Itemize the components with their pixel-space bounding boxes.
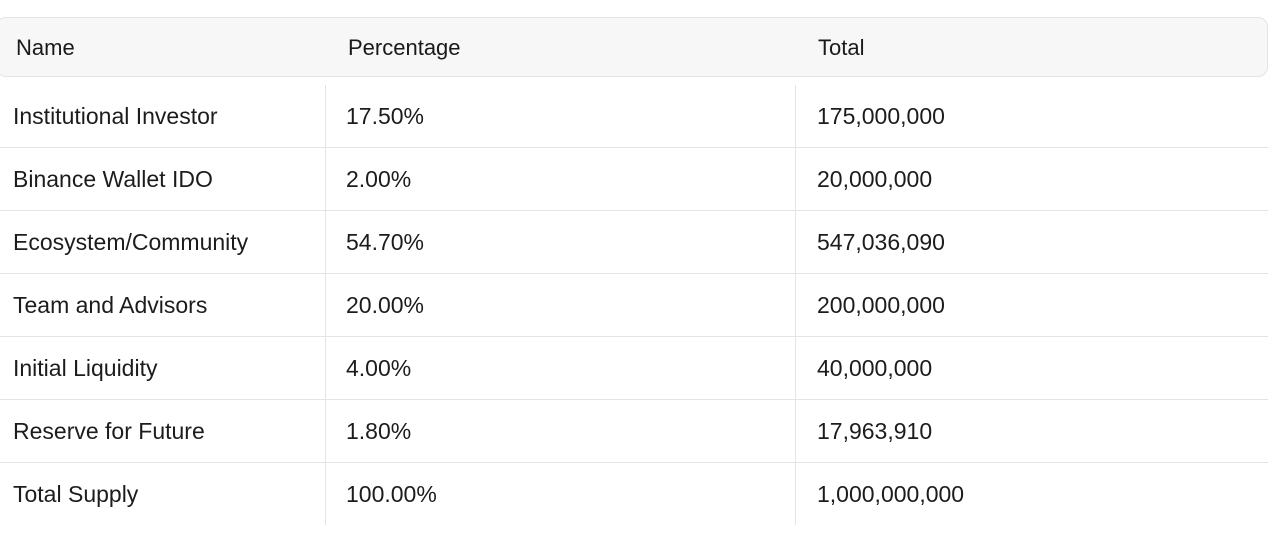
cell-percentage: 2.00% [346, 166, 412, 192]
cell-total: 40,000,000 [817, 355, 933, 381]
cell-name: Institutional Investor [13, 103, 218, 129]
cell-percentage: 54.70% [346, 229, 425, 255]
cell-percentage: 100.00% [346, 481, 437, 507]
cell-name: Ecosystem/Community [13, 229, 249, 255]
table-row: Binance Wallet IDO 2.00% 20,000,000 [0, 148, 1268, 211]
table-row: Reserve for Future 1.80% 17,963,910 [0, 400, 1268, 463]
cell-total: 175,000,000 [817, 103, 945, 129]
cell-percentage: 1.80% [346, 418, 412, 444]
cell-name: Binance Wallet IDO [13, 166, 213, 192]
cell-total: 547,036,090 [817, 229, 945, 255]
cell-total: 17,963,910 [817, 418, 933, 444]
cell-name: Initial Liquidity [13, 355, 158, 381]
cell-total: 200,000,000 [817, 292, 945, 318]
table-header-row: Name Percentage Total [0, 17, 1268, 77]
cell-percentage: 17.50% [346, 103, 425, 129]
table-row: Team and Advisors 20.00% 200,000,000 [0, 274, 1268, 337]
cell-name: Total Supply [13, 481, 139, 507]
cell-name: Team and Advisors [13, 292, 208, 318]
header-name: Name [16, 35, 75, 60]
column-divider [325, 85, 326, 525]
cell-percentage: 20.00% [346, 292, 425, 318]
table-row: Institutional Investor 17.50% 175,000,00… [0, 85, 1268, 148]
table-body: Institutional Investor 17.50% 175,000,00… [0, 85, 1268, 526]
table-row: Initial Liquidity 4.00% 40,000,000 [0, 337, 1268, 400]
cell-percentage: 4.00% [346, 355, 412, 381]
table-row: Ecosystem/Community 54.70% 547,036,090 [0, 211, 1268, 274]
header-percentage: Percentage [348, 35, 461, 60]
column-divider [795, 85, 796, 525]
cell-name: Reserve for Future [13, 418, 205, 444]
cell-total: 1,000,000,000 [817, 481, 965, 507]
table-row: Total Supply 100.00% 1,000,000,000 [0, 463, 1268, 526]
header-total: Total [818, 35, 865, 60]
cell-total: 20,000,000 [817, 166, 933, 192]
